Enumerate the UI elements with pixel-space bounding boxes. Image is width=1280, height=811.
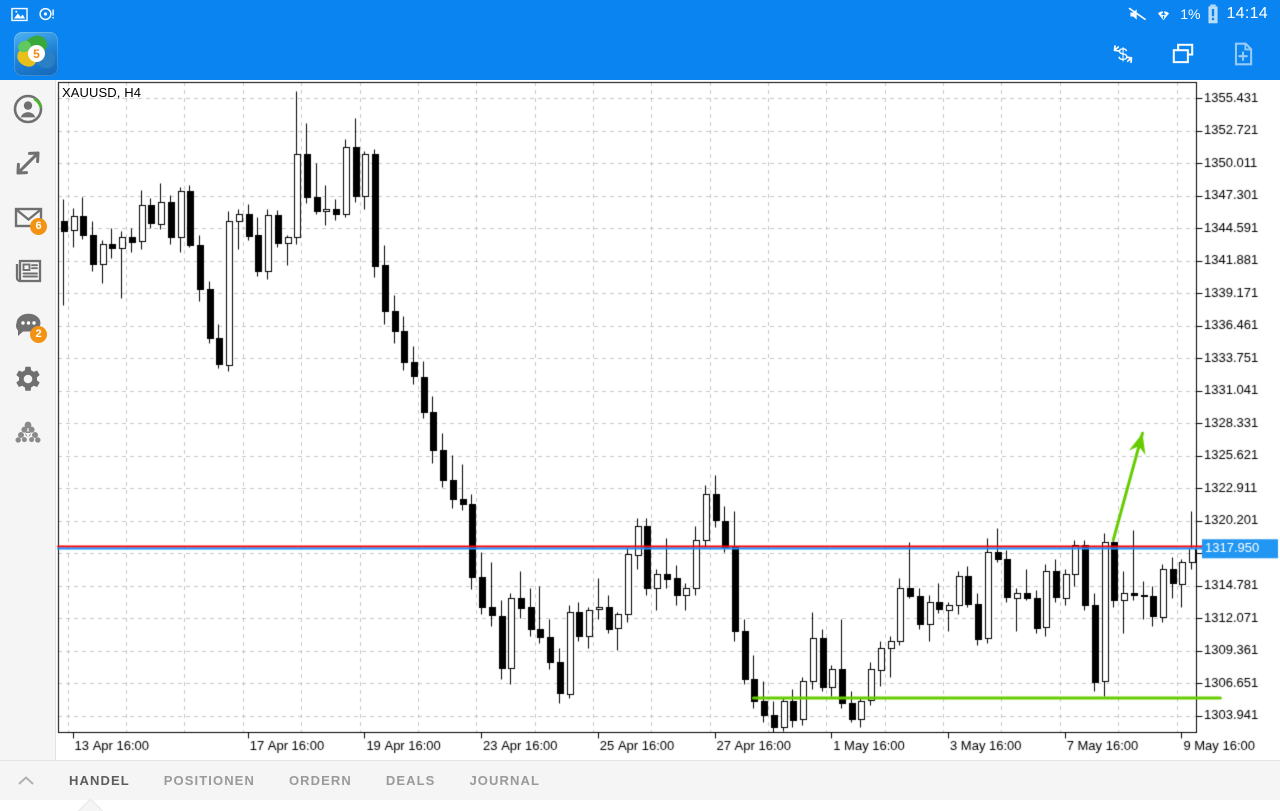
expand-panel-button[interactable] <box>0 761 52 801</box>
mail-icon <box>14 207 42 227</box>
app-toolbar: 5 $ <box>0 28 1280 80</box>
price-chart[interactable]: XAUUSD, H4 <box>56 80 1280 760</box>
sidebar-rail: 6 2 <box>0 80 56 774</box>
mql5-community-icon <box>15 421 41 443</box>
new-order-icon[interactable]: $ <box>1110 41 1136 67</box>
bottom-tabbar: HANDEL POSITIONEN ORDERN DEALS JOURNAL <box>0 760 1280 800</box>
toolbar-actions: $ <box>1110 41 1280 67</box>
battery-percent-text: 1% <box>1180 6 1201 22</box>
charts-windows-icon[interactable] <box>1170 41 1196 67</box>
tab-journal[interactable]: JOURNAL <box>469 772 540 788</box>
tab-ordern[interactable]: ORDERN <box>288 772 352 788</box>
sidebar-item-settings[interactable] <box>0 352 56 406</box>
sidebar-item-community[interactable] <box>0 406 56 460</box>
tab-handel[interactable]: HANDEL <box>69 772 130 788</box>
sidebar-item-mailbox[interactable]: 6 <box>0 190 56 244</box>
sidebar-item-news[interactable] <box>0 244 56 298</box>
metatrader5-logo[interactable]: 5 <box>14 32 58 76</box>
chevron-up-icon <box>18 776 34 784</box>
candlestick-canvas[interactable] <box>56 80 1280 760</box>
battery-icon <box>1208 4 1218 24</box>
status-bar-system-icons: 1% 14:14 <box>1128 4 1280 24</box>
sidebar-item-quotes[interactable] <box>0 136 56 190</box>
logo-version-badge: 5 <box>28 45 45 62</box>
svg-text:$: $ <box>1118 45 1128 65</box>
wifi-icon <box>1158 9 1170 20</box>
news-icon <box>15 259 42 283</box>
mute-icon <box>1128 7 1147 20</box>
tab-deals[interactable]: DEALS <box>385 772 436 788</box>
android-status-bar: 1% 14:14 <box>0 0 1280 28</box>
mailbox-badge: 6 <box>30 218 47 235</box>
sidebar-item-accounts[interactable] <box>0 82 56 136</box>
gear-icon <box>16 366 40 391</box>
account-circle-icon <box>13 94 43 124</box>
photo-icon <box>11 7 28 21</box>
tab-positionen[interactable]: POSITIONEN <box>163 772 255 788</box>
sidebar-item-chat[interactable]: 2 <box>0 298 56 352</box>
disc-alert-icon <box>39 7 54 21</box>
status-bar-clock: 14:14 <box>1226 5 1268 22</box>
new-chart-icon[interactable] <box>1230 41 1256 67</box>
trade-arrows-icon <box>16 151 40 175</box>
status-bar-notifications <box>0 5 56 24</box>
chat-badge: 2 <box>30 326 47 343</box>
